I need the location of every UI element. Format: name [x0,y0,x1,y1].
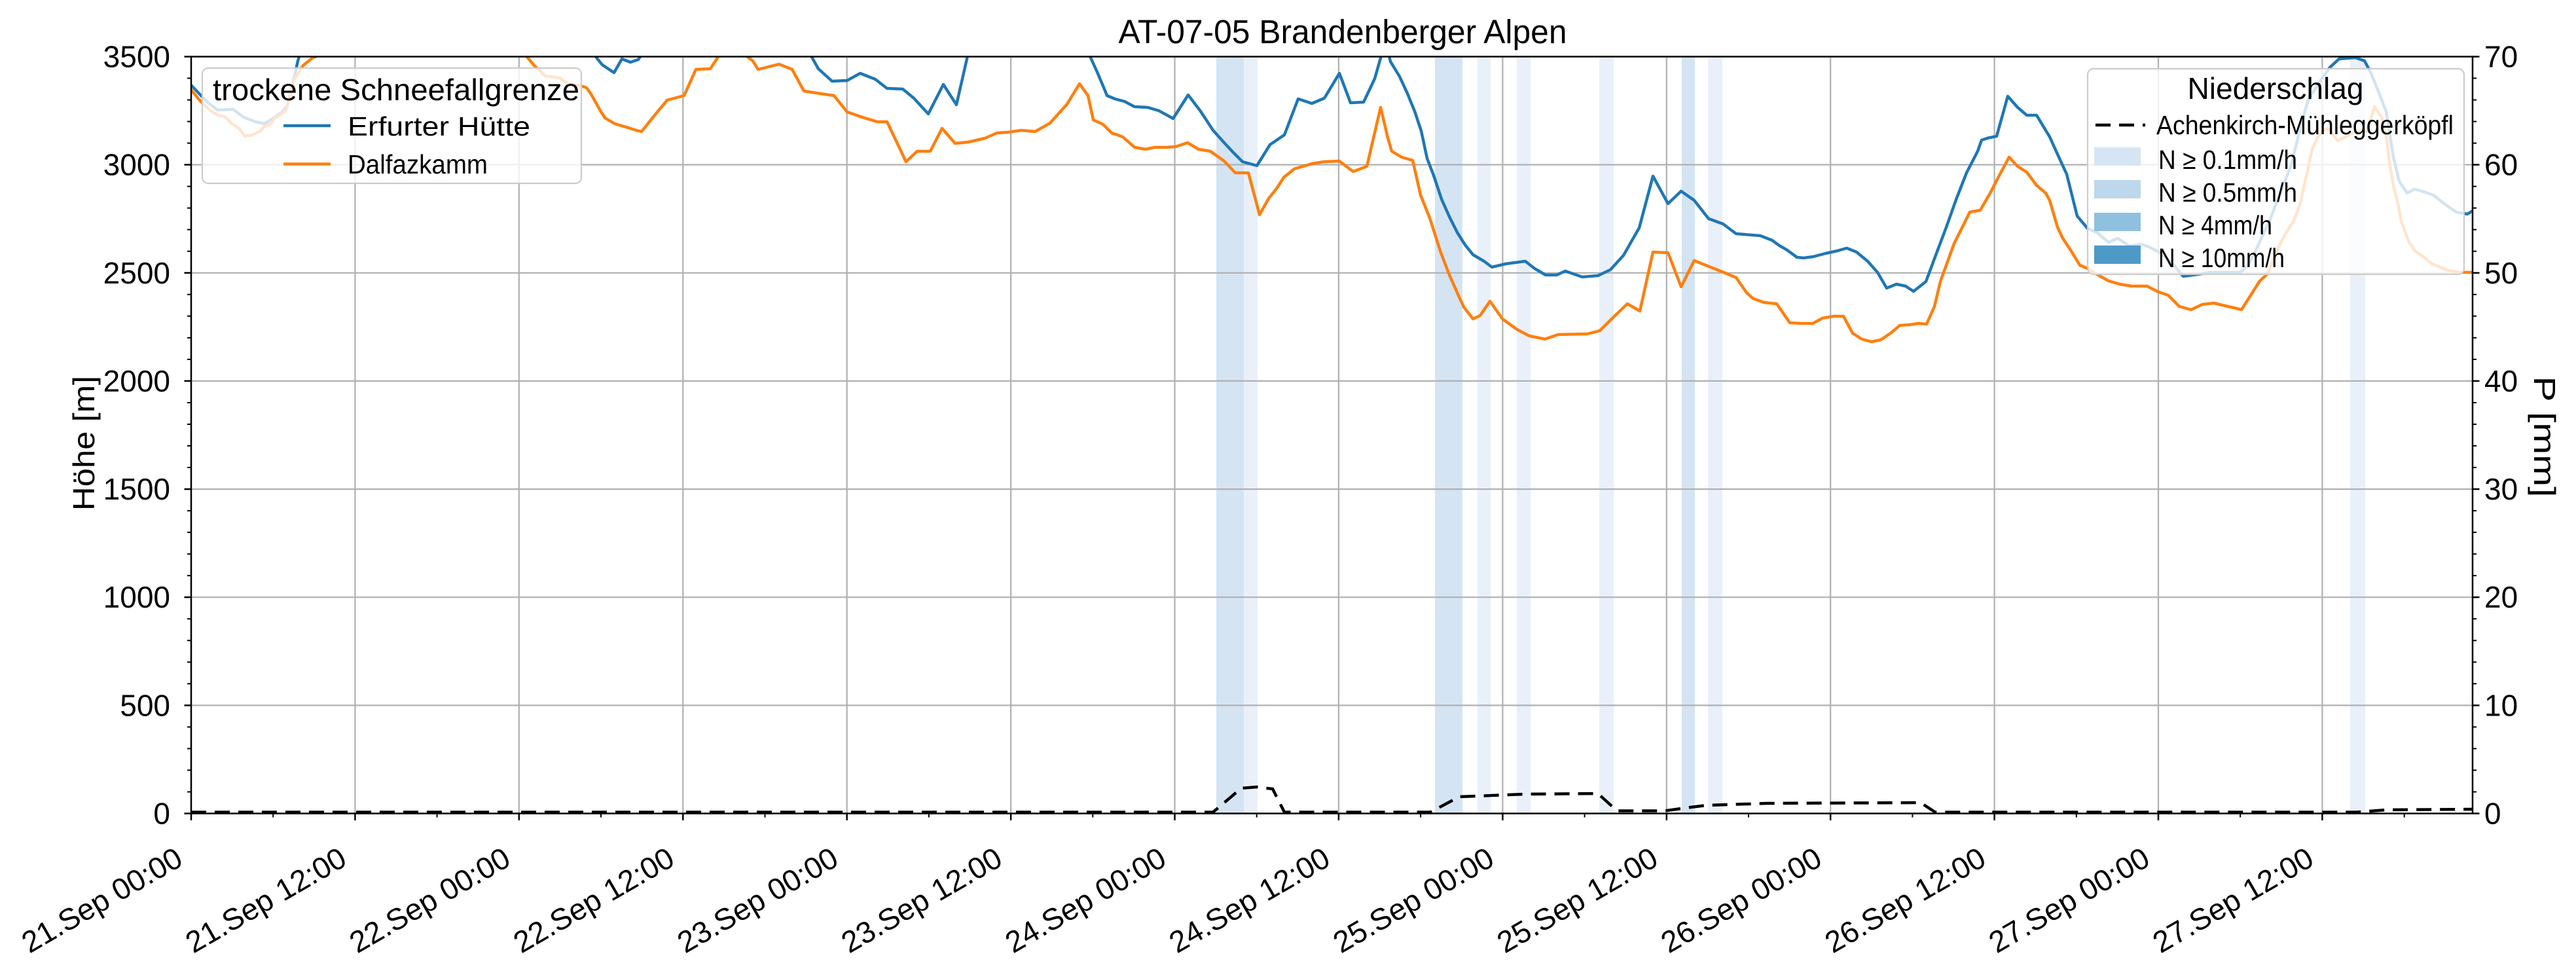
svg-text:N ≥ 0.5mm/h: N ≥ 0.5mm/h [2158,177,2297,208]
svg-text:N ≥ 10mm/h: N ≥ 10mm/h [2158,243,2285,273]
svg-text:500: 500 [120,688,170,722]
svg-text:N ≥ 4mm/h: N ≥ 4mm/h [2158,210,2272,240]
svg-text:1500: 1500 [103,472,170,506]
svg-text:70: 70 [2484,40,2518,74]
svg-text:60: 60 [2484,148,2518,182]
svg-text:Dalfazkamm: Dalfazkamm [348,149,488,179]
svg-text:Erfurter Hütte: Erfurter Hütte [348,111,530,141]
svg-text:Höhe [m]: Höhe [m] [67,376,101,511]
svg-text:2000: 2000 [103,364,170,398]
svg-text:1000: 1000 [103,580,170,614]
svg-text:0: 0 [2484,797,2501,831]
svg-text:N ≥ 0.1mm/h: N ≥ 0.1mm/h [2158,145,2297,175]
svg-text:10: 10 [2484,688,2518,722]
svg-text:40: 40 [2484,364,2518,398]
svg-text:Achenkirch-Mühleggerköpfl: Achenkirch-Mühleggerköpfl [2156,110,2454,140]
svg-text:50: 50 [2484,256,2518,290]
svg-text:3000: 3000 [103,148,170,182]
svg-text:Niederschlag: Niederschlag [2188,71,2364,105]
svg-text:P [mm]: P [mm] [2528,376,2562,498]
svg-text:trockene Schneefallgrenze: trockene Schneefallgrenze [213,73,579,107]
svg-text:0: 0 [153,797,170,831]
svg-text:20: 20 [2484,580,2518,614]
svg-text:30: 30 [2484,472,2518,506]
svg-text:AT-07-05 Brandenberger Alpen: AT-07-05 Brandenberger Alpen [1119,13,1567,50]
svg-text:2500: 2500 [103,256,170,290]
svg-text:3500: 3500 [103,40,170,74]
